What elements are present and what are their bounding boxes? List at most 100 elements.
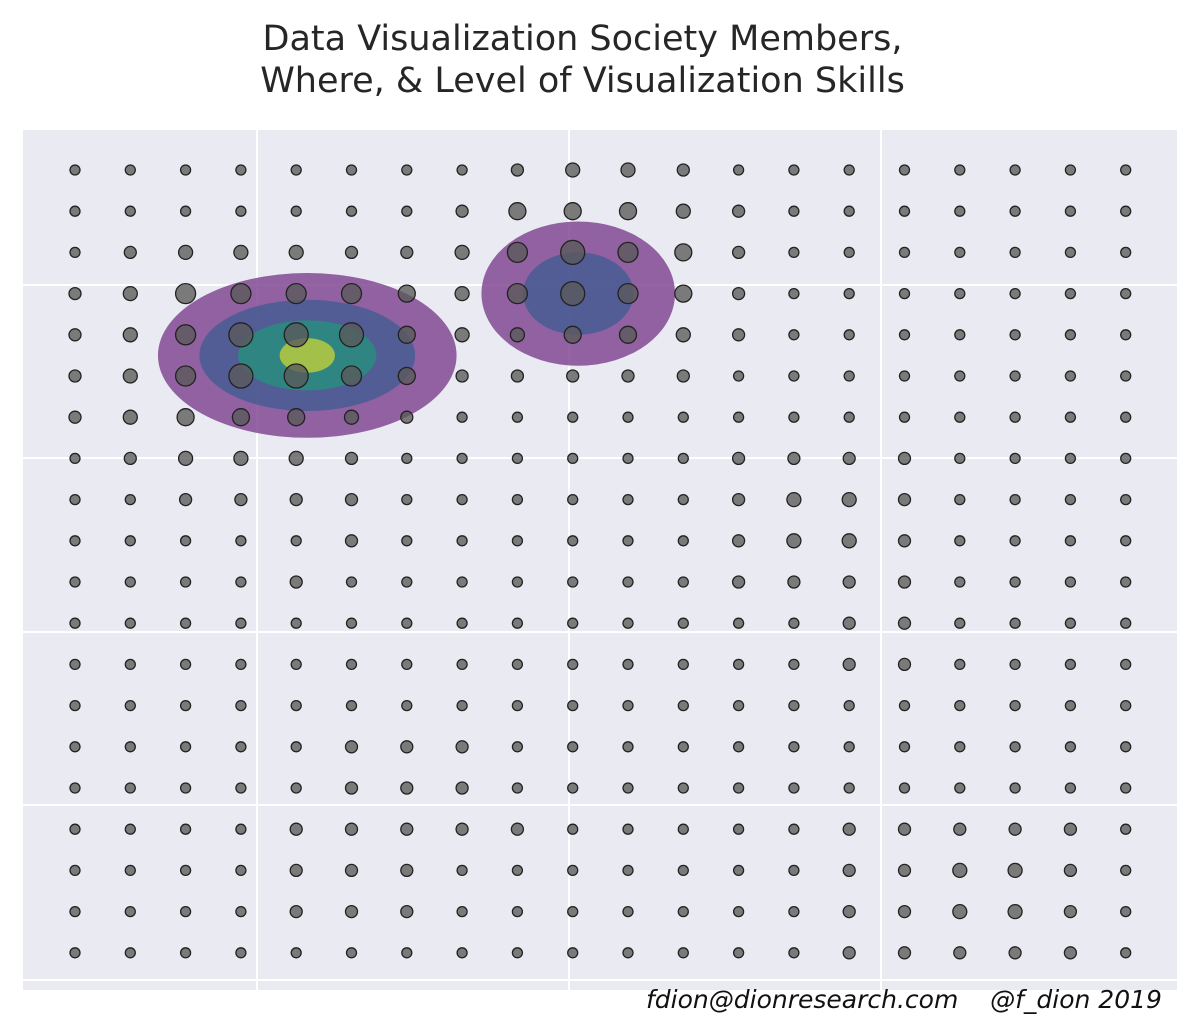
member-dot: [290, 658, 302, 671]
member-dot: [511, 576, 524, 588]
member-dot: [122, 327, 138, 343]
member-dot: [179, 864, 192, 877]
member-dot: [898, 741, 911, 753]
member-dot: [1120, 329, 1132, 341]
member-dot: [897, 492, 912, 507]
member-dot: [177, 244, 194, 261]
member-dot: [400, 863, 414, 878]
member-dot: [622, 782, 634, 794]
member-dot: [677, 905, 689, 918]
member-dot: [1064, 617, 1077, 629]
member-dot: [179, 576, 192, 588]
member-dot: [567, 452, 579, 465]
member-dot: [345, 658, 358, 671]
member-dot: [1064, 452, 1077, 465]
member-dot: [290, 741, 302, 753]
member-dot: [397, 325, 416, 344]
member-dot: [1064, 164, 1077, 176]
member-dot: [787, 451, 801, 466]
member-dot: [455, 822, 469, 836]
member-dot: [674, 243, 693, 262]
member-dot: [898, 411, 911, 423]
member-dot: [289, 904, 303, 919]
member-dot: [843, 205, 855, 217]
member-dot: [344, 245, 359, 260]
member-dot: [68, 286, 82, 301]
member-dot: [289, 575, 303, 589]
member-dot: [123, 245, 137, 260]
member-dot: [509, 327, 526, 343]
member-dot: [567, 658, 579, 671]
member-dot: [954, 493, 966, 506]
member-dot: [340, 282, 363, 305]
member-dot: [344, 781, 359, 795]
member-dot: [290, 617, 302, 629]
member-dot: [455, 204, 469, 218]
member-dot: [124, 864, 136, 877]
member-dot: [230, 282, 252, 305]
member-dot: [788, 947, 800, 959]
member-dot: [1120, 246, 1132, 259]
member-dot: [731, 328, 746, 342]
member-dot: [288, 450, 304, 467]
member-dot: [1120, 576, 1132, 588]
member-dot: [953, 946, 967, 960]
member-dot: [345, 617, 358, 629]
member-dot: [179, 947, 192, 959]
member-dot: [344, 451, 359, 466]
member-dot: [124, 535, 136, 547]
member-dot: [843, 699, 855, 712]
member-dot: [235, 576, 247, 588]
member-dot: [1009, 782, 1021, 794]
member-dot: [176, 408, 195, 427]
member-dot: [235, 658, 247, 671]
member-dot: [841, 491, 857, 508]
member-dot: [567, 947, 579, 959]
member-dot: [1007, 862, 1023, 879]
member-dot: [122, 409, 138, 425]
member-dot: [69, 699, 81, 712]
member-dot: [401, 535, 413, 547]
member-dot: [455, 740, 469, 754]
member-dot: [898, 205, 911, 217]
member-dot: [290, 535, 302, 547]
member-dot: [290, 164, 302, 176]
member-dot: [1009, 741, 1021, 753]
member-dot: [954, 452, 966, 465]
member-dot: [511, 741, 524, 753]
member-dot: [508, 202, 527, 221]
member-dot: [842, 904, 856, 919]
member-dot: [344, 904, 359, 919]
member-dot: [124, 493, 136, 506]
member-dot: [620, 162, 636, 178]
member-dot: [677, 411, 689, 423]
member-dot: [177, 450, 194, 467]
member-dot: [621, 369, 635, 383]
member-dot: [124, 164, 136, 176]
member-dot: [290, 699, 302, 712]
member-dot: [455, 369, 469, 383]
member-dot: [788, 741, 800, 753]
chart-title: Data Visualization Society Members, Wher…: [0, 18, 1165, 102]
member-dot: [1063, 904, 1078, 919]
member-dot: [1064, 329, 1077, 341]
member-dot: [234, 492, 248, 507]
member-dot: [898, 699, 911, 712]
member-dot: [622, 658, 634, 671]
member-dot: [843, 164, 855, 176]
member-dot: [179, 823, 192, 835]
member-dot: [345, 576, 358, 588]
member-dot: [235, 617, 247, 629]
member-dot: [344, 740, 359, 754]
member-dot: [897, 946, 912, 960]
member-dot: [788, 164, 800, 176]
member-dot: [788, 699, 800, 712]
member-dot: [1120, 947, 1132, 959]
member-dot: [511, 782, 524, 794]
member-dot: [174, 282, 197, 305]
member-dot: [1064, 699, 1077, 712]
member-dot: [566, 369, 580, 383]
member-dot: [674, 284, 693, 303]
member-dot: [842, 946, 856, 960]
member-dot: [1008, 946, 1022, 960]
